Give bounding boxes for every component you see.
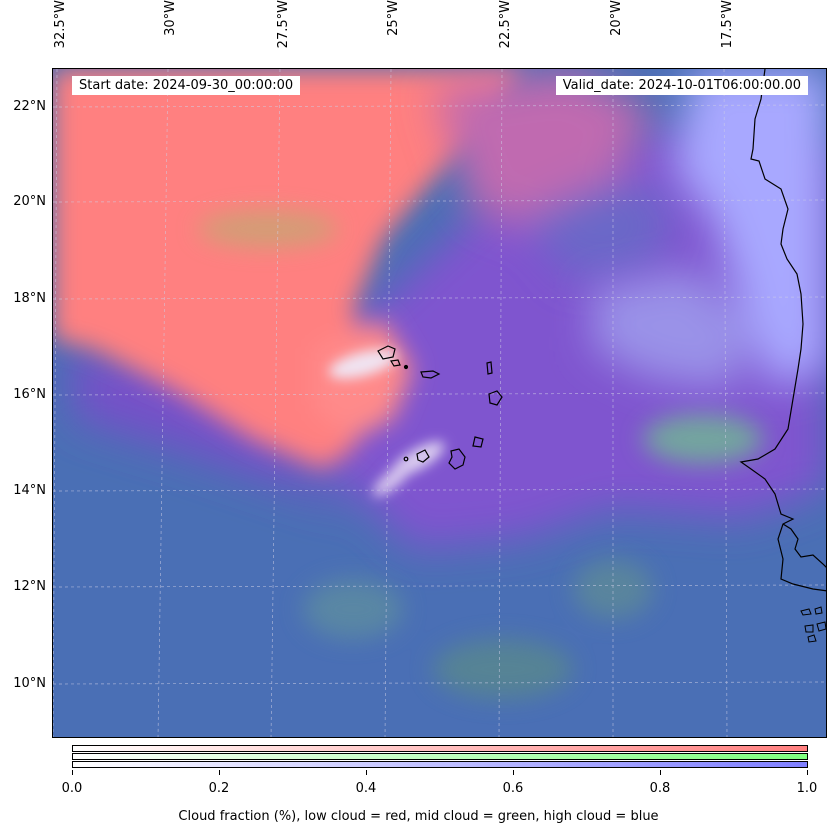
lat-label-10n: 10°N xyxy=(13,676,46,691)
start-date-label: Start date: 2024-09-30_00:00:00 xyxy=(72,76,301,95)
island-santiago xyxy=(448,448,466,470)
graticule xyxy=(53,69,826,737)
low-cloud-region xyxy=(53,69,523,469)
colorbar-tick-0-8: 0.8 xyxy=(649,781,671,796)
island-santo-antao xyxy=(377,345,396,360)
map-canvas xyxy=(53,69,826,737)
colorbar-tickmark xyxy=(72,770,73,775)
lon-label-27-5w: 27.5°W xyxy=(276,0,291,49)
island-brava xyxy=(403,456,409,462)
high-cloud-region xyxy=(593,69,826,389)
island-sal xyxy=(486,361,493,375)
lon-label-25w: 25°W xyxy=(386,0,401,36)
lat-label-22n: 22°N xyxy=(13,99,46,114)
colorbar-tick-0: 0.0 xyxy=(61,781,83,796)
colorbar-label: Cloud fraction (%), low cloud = red, mid… xyxy=(178,809,659,824)
colorbar-tickmark xyxy=(366,770,367,775)
lon-label-30w: 30°W xyxy=(163,0,178,36)
colorbar-tickmark xyxy=(807,770,808,775)
island-boa-vista xyxy=(488,390,503,406)
island-fogo xyxy=(416,449,430,463)
transition-region xyxy=(433,69,673,279)
colorbar-tick-1: 1.0 xyxy=(796,781,818,796)
cape-verde-islands xyxy=(377,345,503,470)
coastline-africa xyxy=(739,69,826,592)
colorbar-mid-cloud xyxy=(72,753,808,760)
colorbar-tickmark xyxy=(660,770,661,775)
lat-label-12n: 12°N xyxy=(13,579,46,594)
colorbar-tickmark xyxy=(513,770,514,775)
island-sao-nicolau xyxy=(420,370,441,379)
colorbar-high-cloud xyxy=(72,761,808,768)
colorbar-tick-0-6: 0.6 xyxy=(502,781,524,796)
mid-cloud-patches xyxy=(198,211,763,699)
lon-label-17-5w: 17.5°W xyxy=(720,0,735,49)
lat-label-14n: 14°N xyxy=(13,483,46,498)
colorbar-tick-0-2: 0.2 xyxy=(208,781,230,796)
colorbar-low-cloud xyxy=(72,745,808,752)
lat-label-20n: 20°N xyxy=(13,194,46,209)
island-santa-luzia xyxy=(403,364,409,370)
lon-label-32-5w: 32.5°W xyxy=(53,0,68,49)
cloud-fraction-map xyxy=(52,68,827,738)
valid-date-label: Valid_date: 2024-10-01T06:00:00.00 xyxy=(555,76,808,95)
island-sao-vicente xyxy=(390,359,401,367)
lon-label-20w: 20°W xyxy=(609,0,624,36)
colorbar-tickmark xyxy=(219,770,220,775)
coastline-africa-south xyxy=(782,523,826,568)
lat-label-18n: 18°N xyxy=(13,291,46,306)
island-maio xyxy=(472,436,484,448)
coastal-islands xyxy=(800,606,826,643)
lat-label-16n: 16°N xyxy=(13,387,46,402)
lon-label-22-5w: 22.5°W xyxy=(498,0,513,49)
colorbar-tick-0-4: 0.4 xyxy=(355,781,377,796)
